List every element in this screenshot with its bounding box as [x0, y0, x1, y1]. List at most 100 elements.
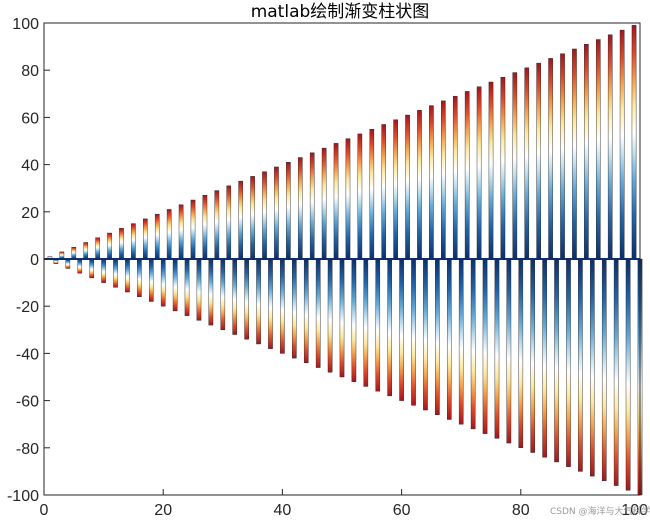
y-tick-label: 40 — [21, 158, 39, 175]
bar-positive-45 — [309, 152, 315, 260]
bar-negative-38 — [268, 258, 273, 349]
bar-positive-43 — [297, 157, 303, 260]
watermark-text: CSDN @海洋与大气科学 — [550, 505, 650, 517]
bar-positive-65 — [429, 105, 434, 260]
x-axis-ticks: 0 20 40 60 80 100 — [40, 489, 648, 519]
bar-negative-18 — [148, 258, 154, 302]
bar-negative-88 — [566, 258, 571, 467]
bar-positive-21 — [166, 209, 172, 260]
bar-positive-7 — [83, 242, 89, 260]
bar-positive-9 — [95, 237, 100, 260]
bar-negative-64 — [423, 258, 428, 411]
bar-negative-70 — [458, 258, 464, 425]
bar-negative-98 — [625, 258, 631, 491]
bar-negative-84 — [542, 258, 547, 458]
bar-negative-28 — [208, 258, 214, 326]
bar-negative-54 — [363, 258, 369, 387]
bar-negative-94 — [601, 258, 607, 482]
y-tick-label: 80 — [21, 63, 39, 80]
bar-negative-44 — [303, 258, 309, 364]
bar-negative-52 — [351, 258, 357, 382]
bar-positive-31 — [226, 185, 232, 260]
bar-negative-6 — [77, 258, 83, 274]
bar-positive-95 — [607, 34, 613, 260]
bar-positive-41 — [286, 162, 291, 260]
bar-negative-90 — [578, 258, 583, 472]
bar-positive-71 — [464, 91, 470, 260]
bar-negative-96 — [613, 258, 619, 486]
bar-negative-62 — [411, 258, 416, 406]
bar-positive-85 — [548, 58, 553, 260]
bar-negative-10 — [101, 258, 106, 283]
bar-positive-75 — [488, 81, 494, 260]
bar-positive-39 — [274, 166, 279, 260]
bar-positive-67 — [441, 100, 446, 260]
bar-positive-99 — [631, 25, 637, 260]
bar-negative-20 — [160, 258, 166, 307]
bar-positive-5 — [71, 246, 77, 260]
chart-title: matlab绘制渐变柱状图 — [251, 2, 430, 22]
bar-positive-61 — [405, 114, 410, 260]
bar-positive-81 — [524, 67, 530, 260]
bar-positive-23 — [178, 204, 184, 260]
bar-positive-79 — [512, 72, 518, 260]
bar-negative-12 — [113, 258, 118, 288]
y-tick-label: 100 — [12, 16, 39, 33]
bar-positive-69 — [452, 95, 458, 260]
bar-positive-77 — [500, 77, 506, 260]
bar-negative-66 — [435, 258, 440, 415]
bar-negative-76 — [494, 258, 500, 439]
bar-negative-80 — [518, 258, 524, 449]
bar-positive-19 — [154, 213, 160, 260]
bar-negative-32 — [232, 258, 238, 335]
y-tick-label: -80 — [16, 441, 39, 458]
bar-negative-74 — [482, 258, 488, 434]
y-axis-ticks: 100 80 60 40 20 0 -20 -40 -60 -80 -100 — [7, 16, 50, 505]
y-tick-label: -40 — [16, 346, 39, 363]
bar-positive-35 — [250, 176, 255, 260]
bar-negative-50 — [339, 258, 345, 378]
y-tick-label: 20 — [21, 205, 39, 222]
bar-positive-97 — [619, 29, 625, 260]
x-tick-label: 0 — [40, 502, 49, 519]
bar-positive-33 — [238, 180, 243, 260]
bar-negative-72 — [470, 258, 476, 430]
bar-negative-8 — [89, 258, 94, 279]
bar-negative-22 — [172, 258, 178, 312]
x-tick-label: 20 — [154, 502, 172, 519]
bar-positive-47 — [321, 147, 327, 260]
y-tick-label: -20 — [16, 299, 39, 316]
bar-positive-51 — [345, 138, 351, 260]
bar-positive-17 — [143, 218, 148, 260]
bar-negative-40 — [280, 258, 285, 354]
bar-positive-59 — [393, 119, 398, 260]
bar-negative-56 — [375, 258, 381, 392]
bar-positive-27 — [202, 195, 208, 260]
bar-positive-83 — [536, 62, 541, 260]
bar-positive-49 — [333, 143, 339, 260]
y-tick-label: 0 — [30, 252, 39, 269]
bar-positive-73 — [476, 86, 482, 260]
y-tick-label: -100 — [7, 488, 39, 505]
bar-negative-36 — [256, 258, 261, 345]
bar-negative-48 — [327, 258, 333, 373]
bar-negative-16 — [137, 258, 142, 297]
bar-positive-63 — [417, 110, 422, 260]
bar-positive-87 — [560, 53, 565, 260]
bar-positive-91 — [584, 44, 589, 260]
bar-negative-30 — [220, 258, 226, 331]
bar-positive-15 — [131, 223, 136, 260]
bar-positive-13 — [119, 228, 124, 260]
bar-positive-53 — [357, 133, 363, 260]
bar-negative-46 — [315, 258, 321, 368]
bar-positive-57 — [381, 124, 387, 260]
bar-negative-4 — [65, 258, 71, 269]
bars-group — [47, 25, 643, 496]
bar-negative-68 — [446, 258, 452, 420]
bar-negative-26 — [196, 258, 202, 321]
bar-negative-58 — [387, 258, 392, 397]
bar-positive-89 — [572, 48, 577, 260]
bar-positive-55 — [369, 128, 375, 260]
bar-negative-14 — [125, 258, 130, 293]
x-tick-label: 60 — [393, 502, 411, 519]
